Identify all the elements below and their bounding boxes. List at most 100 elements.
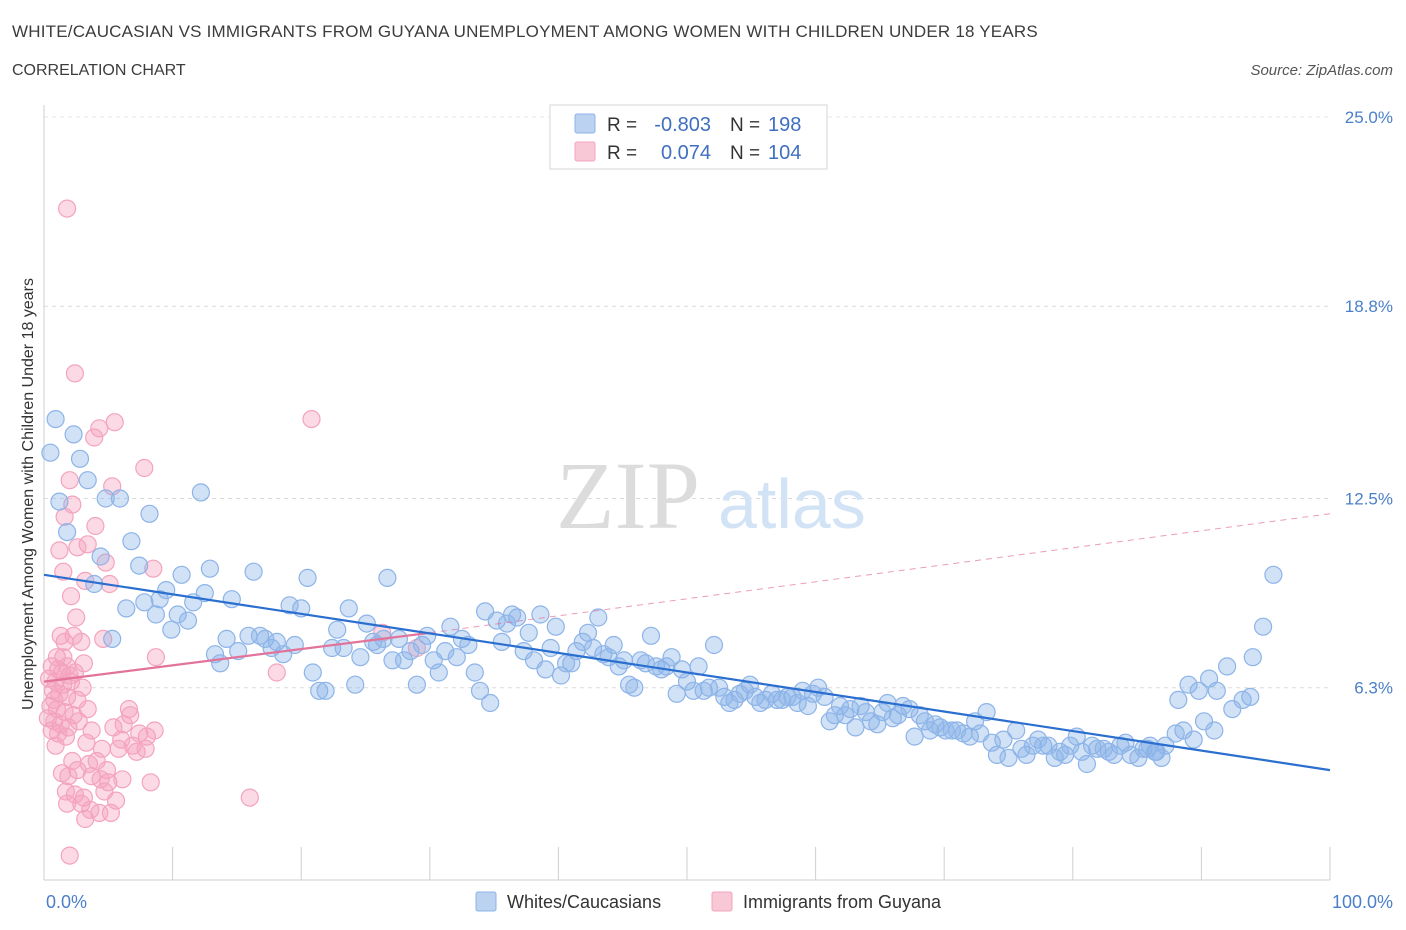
stat-n-value-white: 198 [768,114,801,136]
white-point-44 [303,663,322,682]
guyana-point-56 [46,736,65,755]
x-tick-labels: 0.0% 100.0% [46,892,1393,912]
guyana-point-12 [50,541,69,560]
white-point-186 [1077,754,1097,774]
white-point-60 [395,651,414,670]
guyana-point-20 [61,587,81,606]
white-point-11 [110,489,130,508]
white-point-5 [70,449,90,468]
white-point-20 [162,620,181,639]
white-point-214 [1174,721,1193,740]
white-point-23 [178,611,198,630]
white-point-3 [57,522,77,542]
guyana-point-55 [56,727,76,746]
guyana-point-77 [99,773,118,792]
white-point-183 [1061,736,1080,755]
white-point-217 [1205,721,1224,740]
white-point-21 [168,605,187,624]
source-credit: Source: ZipAtlas.com [1250,62,1393,79]
white-point-93 [578,623,598,642]
white-point-63 [413,635,432,655]
guyana-point-90 [76,809,95,829]
guyana-point-5 [90,419,109,438]
x-tick-label-0: 0.0% [46,892,87,912]
white-point-130 [773,690,792,710]
white-point-87 [546,617,565,636]
stats-box-frame [549,104,828,170]
stats-legend: R = -0.803 N = 198 R = 0.074 N = 104 [549,104,828,170]
white-point-14 [130,556,149,575]
white-point-46 [316,681,335,700]
white-point-143 [841,699,860,719]
white-point-141 [830,696,850,716]
legend-swatch-guyana [711,891,733,912]
white-point-95 [589,608,608,627]
white-point-79 [502,605,522,624]
white-point-80 [508,608,527,627]
white-point-72 [465,663,484,682]
guyana-point-6 [135,458,154,478]
y-tick-label-0: 6.3% [1354,679,1393,698]
white-point-17 [146,605,165,624]
white-point-173 [1007,721,1026,740]
white-point-62 [407,675,426,694]
stat-r-label-guyana: R = [607,143,637,164]
white-point-219 [1241,687,1260,707]
white-point-202 [1189,681,1208,700]
white-point-9 [96,489,115,508]
white-point-116 [699,678,719,697]
guyana-point-14 [78,535,97,554]
white-point-204 [1207,681,1226,700]
white-point-120 [720,693,739,713]
guyana-point-97 [119,699,138,719]
guyana-point-89 [101,803,121,823]
stat-r-value-guyana: 0.074 [661,142,711,164]
white-point-205 [1217,657,1237,676]
white-point-98 [604,635,623,655]
guyana-point-28 [146,648,165,667]
white-point-201 [1179,675,1198,694]
white-point-101 [619,675,639,694]
chart-subtitle: CORRELATION CHART [12,62,186,79]
watermark-zip: ZIP [556,442,700,549]
white-point-94 [583,638,603,658]
guyana-point-79 [141,773,160,792]
white-point-122 [730,684,749,703]
white-point-151 [883,709,902,728]
white-point-67 [436,641,455,661]
stat-swatch-white [574,113,596,134]
white-point-75 [481,693,500,713]
guyana-point-17 [54,562,73,581]
white-point-77 [492,632,511,652]
white-point-40 [280,596,299,615]
white-point-82 [519,623,538,642]
stat-n-label-guyana: N = [730,143,760,164]
white-point-200 [1169,690,1188,710]
guyana-point-63 [145,721,164,740]
guyana-point-0 [57,199,77,218]
white-point-6 [78,471,97,490]
legend-label-guyana: Immigrants from Guyana [743,892,942,912]
guyana-trend-extension [429,513,1331,634]
chart-title: WHITE/CAUCASIAN VS IMMIGRANTS FROM GUYAN… [12,22,1038,41]
guyana-point-11 [86,516,105,536]
white-point-159 [926,715,945,734]
white-point-138 [815,687,834,707]
white-point-57 [378,568,397,588]
white-point-32 [229,641,248,661]
white-point-52 [351,648,370,667]
stat-r-value-white: -0.803 [654,114,711,136]
white-point-36 [256,629,275,649]
guyana-trend-line [43,631,430,683]
white-point-105 [641,626,661,645]
white-point-69 [447,648,466,667]
white-point-140 [825,706,845,725]
white-point-190 [1099,742,1118,761]
white-point-86 [541,638,560,658]
y-tick-label-3: 25.0% [1345,108,1393,127]
guyana-point-42 [68,690,87,710]
white-point-92 [573,632,592,652]
guyana-point-21 [67,608,86,627]
white-point-18 [150,590,169,609]
white-point-181 [1050,742,1070,761]
